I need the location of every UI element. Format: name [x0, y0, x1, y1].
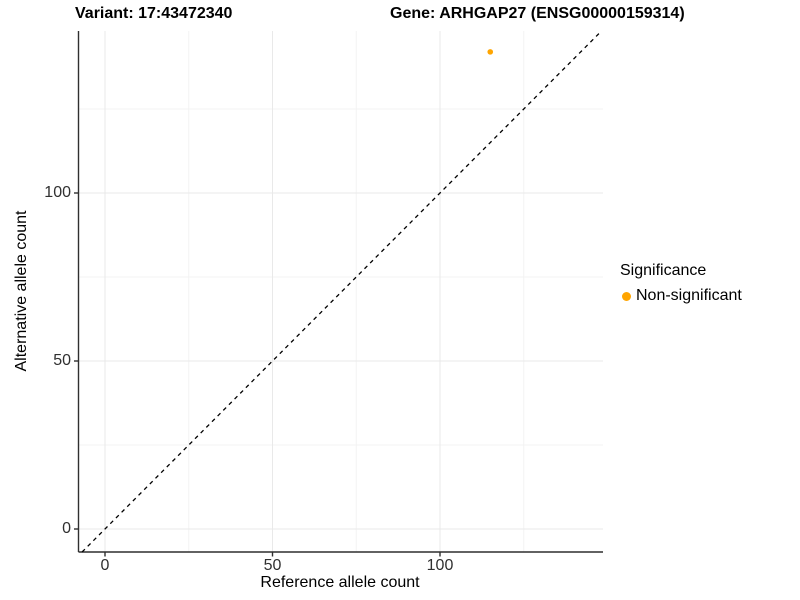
y-tick-label: 50: [53, 352, 71, 369]
axes: [74, 31, 603, 557]
y-tick-label: 100: [44, 184, 71, 201]
legend-item-label: Non-significant: [636, 287, 742, 304]
gridlines-major: [78, 31, 603, 552]
identity-dashed-line: [81, 30, 602, 553]
variant-title: Variant: 17:43472340: [75, 5, 233, 22]
significance-dot-icon: [622, 291, 631, 301]
x-tick-label: 0: [100, 557, 110, 574]
points: [487, 49, 494, 55]
x-tick-label: 50: [263, 557, 282, 574]
x-tick-label: 100: [426, 557, 454, 574]
legend-items: Non-significant: [620, 287, 742, 305]
legend-item: Non-significant: [620, 287, 742, 305]
data-point: [487, 49, 494, 55]
gridlines-minor: [78, 31, 603, 552]
identity-line: [81, 30, 602, 553]
legend-title: Significance: [620, 262, 707, 279]
y-tick-label: 0: [62, 520, 71, 537]
x-axis-title: Reference allele count: [260, 574, 420, 591]
gene-title: Gene: ARHGAP27 (ENSG00000159314): [390, 5, 685, 22]
y-axis-title: Alternative allele count: [13, 210, 30, 372]
legend: Significance Non-significant: [620, 262, 742, 305]
